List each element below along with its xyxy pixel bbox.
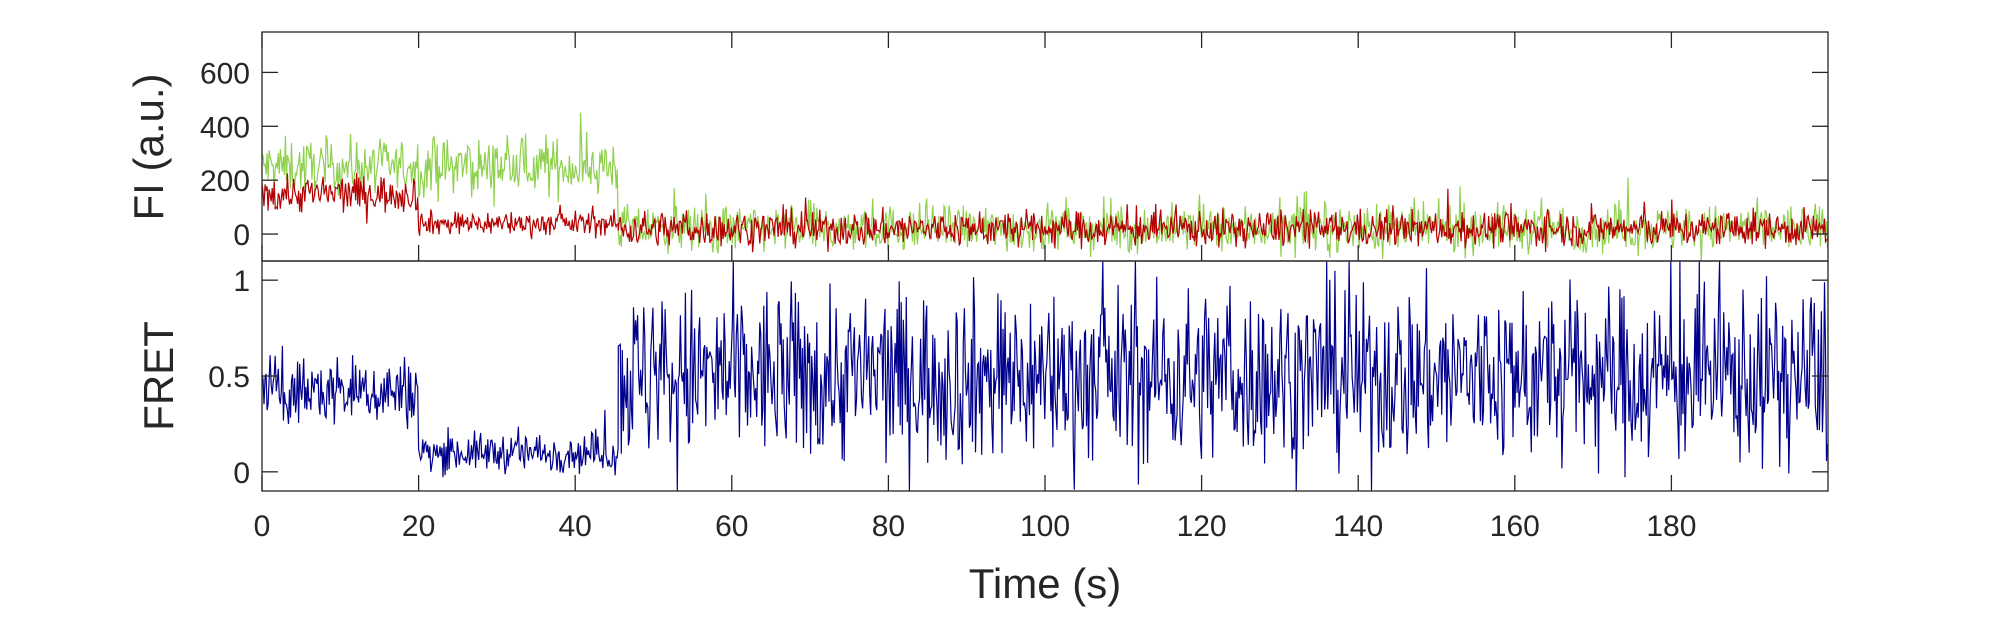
fret-panel: 00.51 0 20 40 60 80 100 120 140 160 180 FRET Time… bbox=[135, 32, 1829, 607]
time-x-tick-label: 160 bbox=[1490, 510, 1540, 543]
time-x-tick-label: 0 bbox=[254, 510, 271, 543]
time-x-tick-label: 20 bbox=[402, 510, 435, 543]
fluorescence-y-ticks: 0 200 400 600 bbox=[200, 57, 1828, 252]
fret-y-tick-label: 0.5 bbox=[208, 361, 250, 394]
time-x-tick-label: 60 bbox=[715, 510, 748, 543]
fret-y-ticks: 00.51 bbox=[208, 265, 1828, 490]
time-x-label: Time (s) bbox=[969, 560, 1121, 607]
fluorescence-y-tick-label: 0 bbox=[233, 219, 250, 252]
time-x-tick-label: 40 bbox=[559, 510, 592, 543]
fluorescence-traces bbox=[262, 112, 1828, 261]
time-x-ticks: 0 20 40 60 80 100 120 140 160 180 bbox=[254, 32, 1696, 543]
fret-y-tick-label: 0 bbox=[233, 457, 250, 490]
trace-series-1 bbox=[262, 172, 1828, 253]
trace-series-0 bbox=[262, 112, 1828, 261]
fret-traces bbox=[262, 261, 1828, 491]
fluorescence-y-tick-label: 600 bbox=[200, 57, 250, 90]
time-x-tick-label: 180 bbox=[1646, 510, 1696, 543]
fluorescence-y-tick-label: 200 bbox=[200, 165, 250, 198]
trace-series-0 bbox=[262, 261, 1828, 491]
fret-y-tick-label: 1 bbox=[233, 265, 250, 298]
fluorescence-y-tick-label: 400 bbox=[200, 111, 250, 144]
fluorescence-panel: 0 200 400 600 FI (a.u.) bbox=[125, 31, 1829, 262]
time-x-tick-label: 100 bbox=[1020, 510, 1070, 543]
fret-y-label: FRET bbox=[135, 321, 182, 431]
fluorescence-y-label: FI (a.u.) bbox=[125, 73, 172, 220]
time-x-tick-label: 120 bbox=[1177, 510, 1227, 543]
time-x-tick-label: 140 bbox=[1333, 510, 1383, 543]
time-x-tick-label: 80 bbox=[872, 510, 905, 543]
